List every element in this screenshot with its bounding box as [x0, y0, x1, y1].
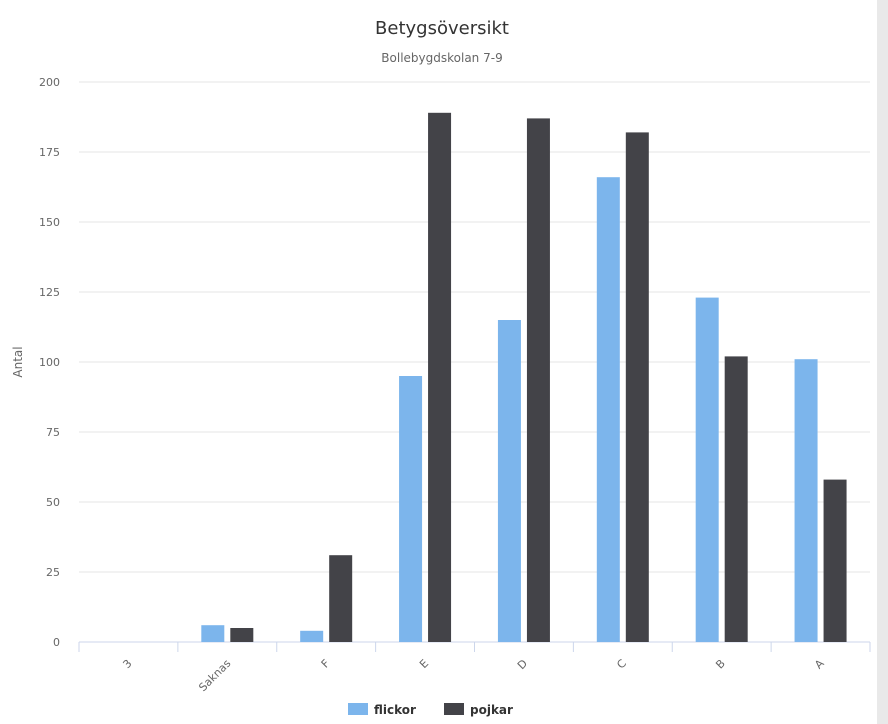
chart-subtitle: Bollebygdskolan 7-9 [381, 51, 502, 65]
y-tick-label: 200 [39, 76, 60, 89]
bar-pojkar-E[interactable] [428, 112, 452, 643]
bar-pojkar-Saknas[interactable] [230, 628, 254, 642]
bar-pojkar-A[interactable] [823, 479, 847, 642]
x-axis-ticks: 3 Saknas F E D C B A [78, 642, 871, 694]
legend-item-flickor[interactable]: flickor [348, 703, 416, 717]
bar-pojkar-D[interactable] [526, 118, 550, 642]
y-tick-label: 75 [46, 426, 60, 439]
x-tick-label: B [713, 657, 728, 672]
bar-flickor-B[interactable] [695, 297, 719, 642]
y-tick-label: 0 [53, 636, 60, 649]
bar-pojkar-F[interactable] [329, 555, 353, 642]
x-tick-label: 3 [120, 657, 134, 671]
x-tick-label: C [614, 657, 629, 672]
bar-flickor-Saknas[interactable] [201, 625, 225, 642]
bar-flickor-A[interactable] [794, 359, 818, 642]
x-tick-label: A [812, 657, 827, 672]
y-tick-label: 175 [39, 146, 60, 159]
bar-pojkar-B[interactable] [724, 356, 748, 642]
x-tick-label: F [319, 657, 333, 671]
grid-lines [79, 81, 870, 643]
y-axis-label: Antal [11, 346, 25, 377]
x-tick-label: E [417, 657, 431, 671]
legend-swatch [444, 703, 464, 715]
x-tick-label: Saknas [196, 657, 233, 694]
y-tick-label: 150 [39, 216, 60, 229]
x-tick-label: D [515, 657, 530, 672]
y-tick-label: 25 [46, 566, 60, 579]
legend-label: flickor [374, 703, 416, 717]
legend-swatch [348, 703, 368, 715]
bar-flickor-D[interactable] [497, 320, 521, 642]
bar-flickor-E[interactable] [399, 376, 423, 642]
legend-label: pojkar [470, 703, 513, 717]
chart-title: Betygsöversikt [375, 18, 509, 39]
bar-pojkar-C[interactable] [625, 132, 649, 642]
y-tick-label: 50 [46, 496, 60, 509]
bar-flickor-C[interactable] [596, 177, 620, 642]
bar-flickor-F[interactable] [300, 630, 324, 642]
legend-item-pojkar[interactable]: pojkar [444, 703, 513, 717]
legend[interactable]: flickor pojkar [348, 703, 513, 717]
y-tick-label: 100 [39, 356, 60, 369]
y-axis-ticks: 0 25 50 75 100 125 150 175 200 [39, 76, 60, 649]
y-tick-label: 125 [39, 286, 60, 299]
bars [201, 112, 847, 643]
scrollbar-track[interactable] [877, 0, 888, 724]
